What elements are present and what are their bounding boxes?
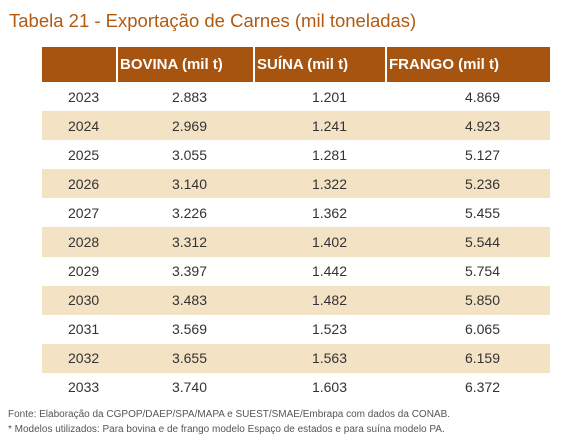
cell-bovina: 3.397: [117, 256, 254, 286]
cell-frango: 5.850: [386, 285, 550, 315]
header-row: BOVINA (mil t) SUÍNA (mil t) FRANGO (mil…: [42, 47, 550, 82]
table-row: 2025 3.055 1.281 5.127: [42, 140, 550, 170]
table-row: 2027 3.226 1.362 5.455: [42, 198, 550, 228]
cell-suina: 1.201: [254, 82, 386, 112]
cell-bovina: 2.883: [117, 82, 254, 112]
cell-year: 2029: [42, 256, 117, 286]
table-row: 2028 3.312 1.402 5.544: [42, 227, 550, 257]
cell-suina: 1.482: [254, 285, 386, 315]
cell-bovina: 3.483: [117, 285, 254, 315]
cell-suina: 1.563: [254, 343, 386, 373]
cell-year: 2026: [42, 169, 117, 199]
cell-bovina: 3.740: [117, 372, 254, 403]
header-bovina: BOVINA (mil t): [116, 47, 254, 82]
cell-suina: 1.281: [254, 140, 386, 170]
cell-year: 2030: [42, 285, 117, 315]
cell-year: 2033: [42, 372, 117, 403]
cell-year: 2032: [42, 343, 117, 373]
cell-frango: 6.159: [386, 343, 550, 373]
cell-suina: 1.523: [254, 314, 386, 344]
cell-suina: 1.603: [254, 372, 386, 403]
cell-year: 2024: [42, 111, 117, 141]
cell-year: 2028: [42, 227, 117, 257]
cell-frango: 5.544: [386, 227, 550, 257]
header-year: [42, 47, 117, 82]
table-row: 2026 3.140 1.322 5.236: [42, 169, 550, 199]
cell-bovina: 2.969: [117, 111, 254, 141]
exports-table: BOVINA (mil t) SUÍNA (mil t) FRANGO (mil…: [42, 47, 550, 403]
table-row: 2029 3.397 1.442 5.754: [42, 256, 550, 286]
models-note: * Modelos utilizados: Para bovina e de f…: [8, 424, 445, 435]
cell-frango: 6.372: [386, 372, 550, 403]
table-row: 2032 3.655 1.563 6.159: [42, 343, 550, 373]
header-frango: FRANGO (mil t): [385, 47, 550, 82]
table-row: 2030 3.483 1.482 5.850: [42, 285, 550, 315]
cell-frango: 4.869: [386, 82, 550, 112]
table-title: Tabela 21 - Exportação de Carnes (mil to…: [9, 10, 417, 31]
cell-year: 2023: [42, 82, 117, 112]
cell-frango: 5.455: [386, 198, 550, 228]
cell-frango: 6.065: [386, 314, 550, 344]
cell-bovina: 3.055: [117, 140, 254, 170]
cell-suina: 1.442: [254, 256, 386, 286]
cell-suina: 1.362: [254, 198, 386, 228]
table-row: 2031 3.569 1.523 6.065: [42, 314, 550, 344]
cell-bovina: 3.312: [117, 227, 254, 257]
cell-suina: 1.402: [254, 227, 386, 257]
header-suina: SUÍNA (mil t): [253, 47, 386, 82]
cell-bovina: 3.569: [117, 314, 254, 344]
table-row: 2033 3.740 1.603 6.372: [42, 372, 550, 403]
cell-frango: 5.127: [386, 140, 550, 170]
cell-bovina: 3.226: [117, 198, 254, 228]
cell-frango: 4.923: [386, 111, 550, 141]
cell-year: 2027: [42, 198, 117, 228]
cell-frango: 5.236: [386, 169, 550, 199]
cell-bovina: 3.140: [117, 169, 254, 199]
cell-year: 2031: [42, 314, 117, 344]
source-note: Fonte: Elaboração da CGPOP/DAEP/SPA/MAPA…: [8, 409, 451, 420]
cell-frango: 5.754: [386, 256, 550, 286]
cell-suina: 1.322: [254, 169, 386, 199]
cell-bovina: 3.655: [117, 343, 254, 373]
cell-suina: 1.241: [254, 111, 386, 141]
table-row: 2024 2.969 1.241 4.923: [42, 111, 550, 141]
cell-year: 2025: [42, 140, 117, 170]
table-row: 2023 2.883 1.201 4.869: [42, 82, 550, 112]
